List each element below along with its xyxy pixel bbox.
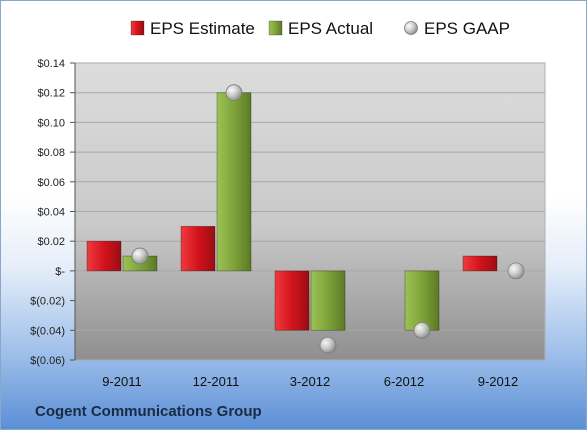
eps-gaap-marker	[413, 321, 431, 339]
y-tick-label: $(0.04)	[30, 325, 65, 337]
eps-estimate-bar	[462, 255, 498, 272]
x-axis: 9-2011 12-2011 3-2012 6-2012 9-2012	[102, 374, 518, 389]
x-tick-label: 12-2011	[193, 374, 240, 389]
x-tick-label: 9-2012	[478, 374, 518, 389]
legend-swatch-gaap	[404, 21, 418, 35]
legend-swatch-actual	[268, 20, 283, 36]
eps-gaap-marker	[225, 84, 243, 102]
y-axis: $0.14 $0.12 $0.10 $0.08 $0.06 $0.04 $0.02 $- $(0…	[30, 58, 76, 367]
legend-label: EPS GAAP	[424, 19, 510, 38]
y-tick-label: $(0.02)	[30, 296, 65, 308]
y-tick-label: $0.10	[37, 117, 65, 129]
legend: EPS Estimate EPS Actual EPS GAAP	[130, 19, 510, 38]
eps-gaap-marker	[507, 262, 525, 280]
y-tick-label: $-	[55, 266, 65, 278]
eps-estimate-bar	[86, 240, 122, 272]
eps-actual-bar	[310, 270, 346, 331]
gridlines	[75, 62, 545, 361]
x-tick-label: 6-2012	[384, 374, 424, 389]
legend-label: EPS Actual	[288, 19, 373, 38]
y-tick-label: $0.08	[37, 147, 65, 159]
legend-label: EPS Estimate	[150, 19, 255, 38]
eps-gaap-marker	[131, 247, 149, 265]
x-tick-label: 3-2012	[290, 374, 330, 389]
y-tick-label: $0.14	[37, 58, 65, 70]
y-tick-label: $0.06	[37, 177, 65, 189]
eps-estimate-bar	[274, 270, 310, 331]
y-tick-label: $0.04	[37, 207, 65, 219]
legend-swatch-estimate	[130, 20, 145, 36]
eps-estimate-bar	[180, 225, 216, 272]
eps-gaap-marker	[319, 336, 337, 354]
x-tick-label: 9-2011	[102, 374, 142, 389]
gaap-markers	[131, 84, 525, 354]
company-name: Cogent Communications Group	[35, 403, 262, 420]
eps-actual-bar	[216, 92, 252, 272]
y-tick-label: $0.02	[37, 236, 65, 248]
bars	[86, 92, 498, 331]
y-tick-label: $0.12	[37, 88, 65, 100]
y-tick-label: $(0.06)	[30, 355, 65, 367]
eps-actual-bar	[404, 270, 440, 331]
